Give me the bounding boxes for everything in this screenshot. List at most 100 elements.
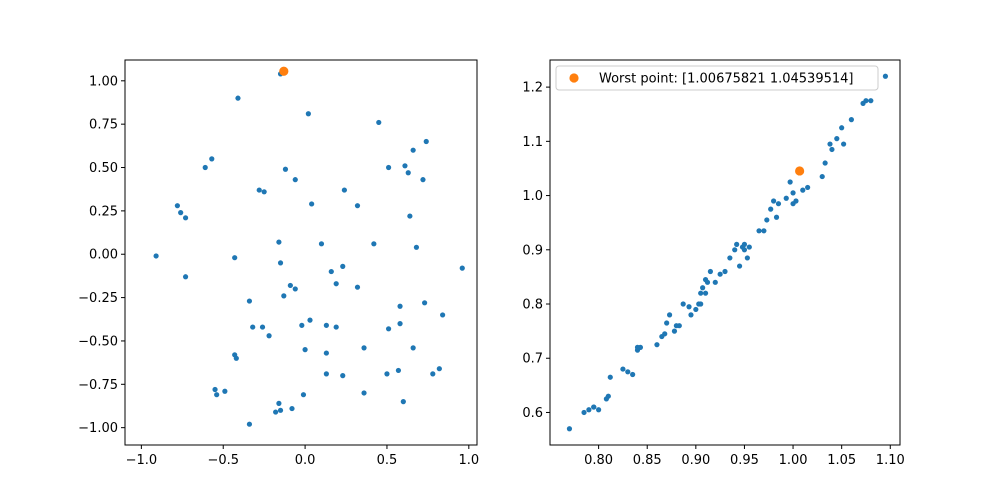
- data-point: [302, 347, 308, 353]
- data-point: [790, 201, 796, 207]
- data-point: [607, 374, 613, 380]
- data-point: [209, 156, 215, 162]
- data-point: [407, 213, 413, 219]
- data-point: [232, 255, 238, 261]
- data-point: [440, 312, 446, 318]
- data-point: [246, 298, 253, 304]
- axes-frame: [124, 59, 478, 446]
- data-point: [235, 95, 241, 101]
- data-point: [805, 184, 811, 191]
- data-point: [841, 141, 847, 147]
- data-point: [277, 260, 284, 266]
- x-tick-label: 1.05: [827, 453, 856, 468]
- left-scatter-panel: −1.0 −0.5 0.0 0.5 1.0 −1.00 −0.75 −0.50 −0.25 0.0…: [78, 59, 479, 468]
- data-point: [436, 366, 442, 372]
- data-point: [722, 268, 728, 275]
- y-tick-label: 0.50: [89, 161, 118, 176]
- data-point: [702, 290, 709, 296]
- data-point: [256, 187, 262, 193]
- data-point: [744, 255, 750, 261]
- data-point: [276, 400, 282, 406]
- data-point: [233, 355, 239, 361]
- data-point: [277, 407, 284, 413]
- data-point: [153, 253, 159, 259]
- data-point: [178, 210, 184, 216]
- data-point: [741, 247, 748, 253]
- data-point: [376, 119, 382, 126]
- data-point: [384, 371, 390, 377]
- worst-point-marker: [795, 166, 805, 176]
- data-point: [300, 392, 307, 398]
- data-point: [664, 320, 670, 326]
- data-point: [768, 206, 774, 212]
- data-point: [273, 409, 279, 415]
- data-point: [182, 274, 189, 280]
- data-point: [397, 321, 403, 327]
- y-tick-label: 0.7: [522, 352, 543, 367]
- x-tick-label: 0.95: [730, 453, 759, 468]
- data-point: [371, 241, 377, 247]
- data-point: [734, 241, 740, 247]
- data-point: [385, 164, 392, 171]
- y-tick-label: 0.8: [522, 298, 543, 313]
- data-point: [323, 350, 329, 356]
- data-point: [680, 301, 686, 307]
- data-point: [318, 241, 325, 247]
- data-point: [581, 409, 587, 416]
- data-point: [822, 160, 828, 166]
- data-point: [405, 170, 411, 176]
- data-point: [385, 326, 392, 332]
- data-point: [222, 388, 228, 394]
- data-point: [340, 263, 346, 269]
- data-point: [736, 263, 743, 269]
- x-tick-label: 0.5: [377, 453, 398, 468]
- data-point: [700, 285, 706, 291]
- data-point: [666, 312, 673, 318]
- data-point: [328, 268, 334, 275]
- y-tick-label: −0.75: [78, 378, 118, 393]
- data-point: [654, 342, 660, 348]
- data-point: [259, 324, 266, 330]
- y-tick-label: 1.0: [522, 189, 543, 204]
- data-point: [423, 138, 429, 145]
- data-point: [591, 404, 597, 410]
- data-point: [596, 407, 602, 413]
- data-point: [212, 386, 218, 393]
- data-point: [246, 421, 253, 427]
- legend-marker: [569, 73, 579, 83]
- data-point: [266, 333, 272, 339]
- data-point: [693, 306, 699, 313]
- data-point: [341, 187, 347, 193]
- data-point: [834, 136, 840, 142]
- data-point: [717, 271, 723, 277]
- x-tick-label: 0.80: [584, 453, 613, 468]
- y-tick-label: 0.9: [522, 243, 543, 258]
- data-point: [698, 290, 704, 296]
- data-point: [707, 268, 714, 275]
- data-point: [829, 146, 835, 153]
- data-point: [307, 317, 313, 323]
- data-point: [420, 177, 426, 183]
- data-point: [305, 111, 311, 117]
- data-point: [756, 228, 762, 234]
- y-tick-label: 1.1: [522, 135, 543, 150]
- data-point: [323, 371, 329, 377]
- legend-label: Worst point: [1.00675821 1.04539514]: [599, 72, 853, 87]
- data-point: [333, 324, 339, 330]
- x-tick-label: 0.0: [295, 453, 316, 468]
- data-point: [704, 279, 711, 285]
- y-tick-label: 1.2: [522, 81, 543, 96]
- data-point: [673, 323, 679, 329]
- data-point: [340, 373, 346, 379]
- data-point: [309, 201, 315, 207]
- data-point: [773, 214, 780, 220]
- axes-frame: [549, 59, 901, 446]
- data-point: [250, 324, 256, 330]
- data-point: [333, 281, 339, 287]
- data-point: [686, 304, 692, 310]
- data-point: [764, 217, 770, 223]
- data-point: [292, 286, 298, 292]
- data-point: [620, 366, 626, 372]
- data-point: [282, 166, 289, 172]
- data-point: [712, 279, 718, 285]
